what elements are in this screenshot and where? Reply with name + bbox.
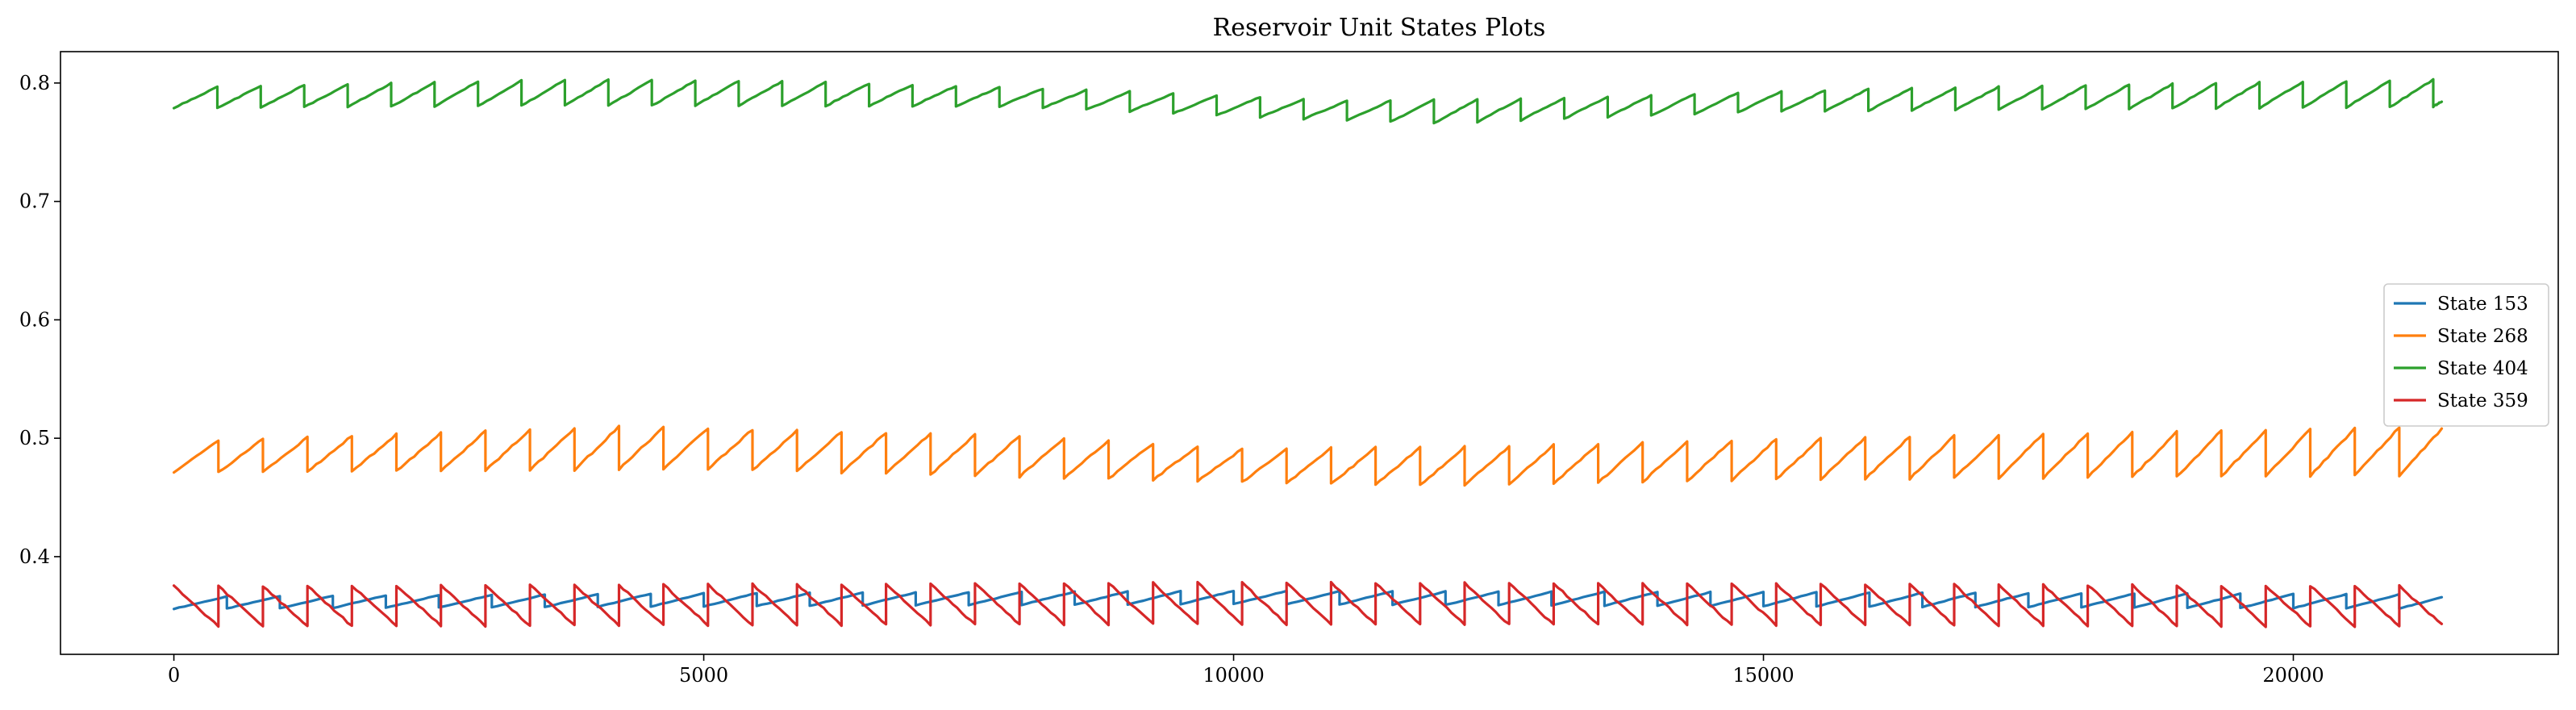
y-tick-label: 0.4	[19, 545, 50, 568]
y-tick-label: 0.6	[19, 308, 50, 331]
x-axis: 0 5000 10000 15000 20000	[168, 654, 2324, 687]
x-tick-label: 15000	[1732, 664, 1794, 687]
x-tick-label: 10000	[1203, 664, 1264, 687]
series-layer	[173, 77, 2444, 629]
legend: State 153 State 268 State 404 State 359	[2383, 283, 2549, 427]
y-axis: 0.4 0.5 0.6 0.7 0.8	[19, 72, 60, 568]
legend-label: State 359	[2437, 390, 2528, 411]
legend-label: State 153	[2437, 294, 2528, 315]
y-tick-label: 0.7	[19, 190, 50, 213]
series-line-state-404	[173, 77, 2444, 125]
legend-label: State 268	[2437, 326, 2528, 347]
x-tick-label: 5000	[679, 664, 728, 687]
series-line-state-359	[173, 580, 2444, 629]
series-line-state-153	[173, 589, 2444, 611]
x-tick-label: 20000	[2262, 664, 2324, 687]
x-tick-label: 0	[168, 664, 180, 687]
y-tick-label: 0.8	[19, 72, 50, 94]
y-tick-label: 0.5	[19, 427, 50, 449]
legend-frame	[2383, 283, 2549, 427]
series-line-state-268	[173, 424, 2444, 487]
chart-title: Reservoir Unit States Plots	[1213, 14, 1546, 42]
legend-label: State 404	[2437, 358, 2528, 379]
plot-frame	[60, 51, 2559, 655]
